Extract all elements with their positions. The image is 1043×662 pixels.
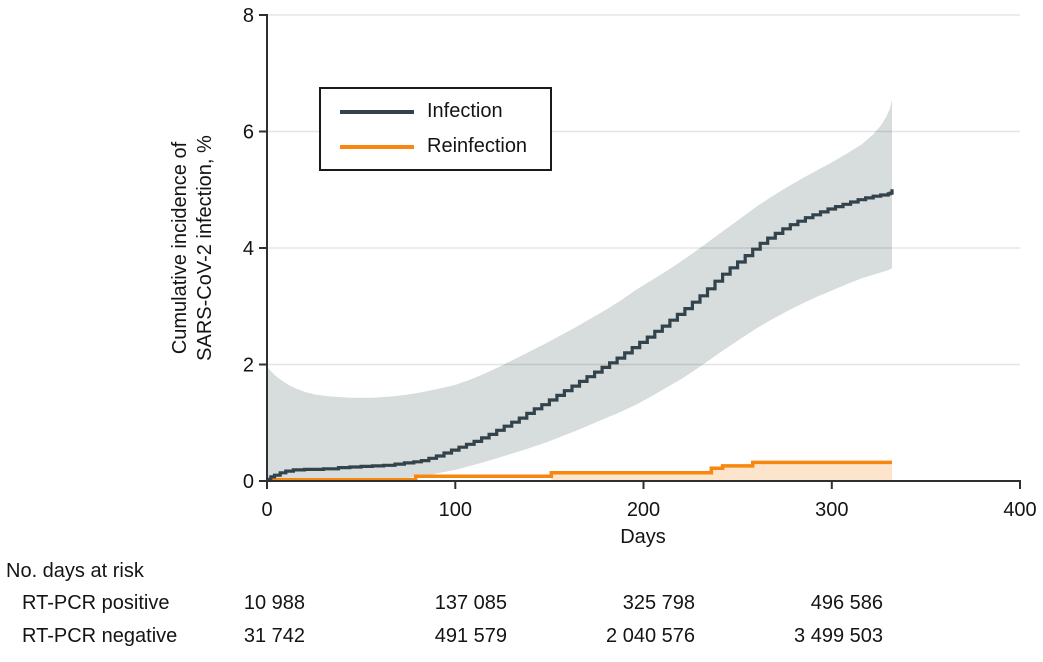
legend-label-reinfection: Reinfection bbox=[427, 135, 528, 157]
risk-value: 31 742 bbox=[243, 625, 305, 647]
x-tick-label-100: 100 bbox=[439, 499, 472, 521]
reinfection-line-swatch bbox=[340, 144, 414, 149]
legend: Infection Reinfection bbox=[319, 87, 552, 171]
risk-value: 2 040 576 bbox=[606, 625, 695, 647]
risk-row-label: RT-PCR negative bbox=[22, 625, 178, 647]
infection-line-swatch bbox=[340, 109, 414, 114]
legend-item-infection: Infection bbox=[321, 99, 550, 125]
y-tick-label-8: 8 bbox=[243, 5, 254, 27]
reinfection-confidence-band bbox=[551, 462, 892, 481]
risk-table-title: No. days at risk bbox=[6, 560, 144, 582]
infection-confidence-band bbox=[267, 99, 892, 481]
x-tick-label-300: 300 bbox=[815, 499, 848, 521]
y-axis-label: Cumulative incidence of SARS-CoV-2 infec… bbox=[168, 8, 222, 488]
legend-item-reinfection: Reinfection bbox=[321, 134, 550, 160]
x-tick-label-400: 400 bbox=[1003, 499, 1036, 521]
risk-value: 496 586 bbox=[810, 592, 883, 614]
risk-value: 491 579 bbox=[434, 625, 507, 647]
legend-label-infection: Infection bbox=[427, 100, 503, 122]
reinfection-curve bbox=[267, 460, 892, 482]
x-tick-label-0: 0 bbox=[261, 499, 272, 521]
y-tick-label-2: 2 bbox=[243, 355, 254, 377]
risk-value: 10 988 bbox=[243, 592, 305, 614]
y-tick-label-4: 4 bbox=[243, 238, 254, 260]
x-axis-label: Days bbox=[620, 526, 666, 548]
y-tick-label-0: 0 bbox=[243, 471, 254, 493]
infection-curve bbox=[267, 189, 894, 481]
risk-row-label: RT-PCR positive bbox=[22, 592, 170, 614]
risk-value: 3 499 503 bbox=[794, 625, 883, 647]
y-axis-label-line2: SARS-CoV-2 infection, % bbox=[194, 135, 216, 361]
y-tick-label-6: 6 bbox=[243, 122, 254, 144]
risk-value: 137 085 bbox=[434, 592, 507, 614]
y-axis-label-line1: Cumulative incidence of bbox=[169, 141, 191, 355]
x-tick-label-200: 200 bbox=[627, 499, 660, 521]
risk-value: 325 798 bbox=[622, 592, 695, 614]
